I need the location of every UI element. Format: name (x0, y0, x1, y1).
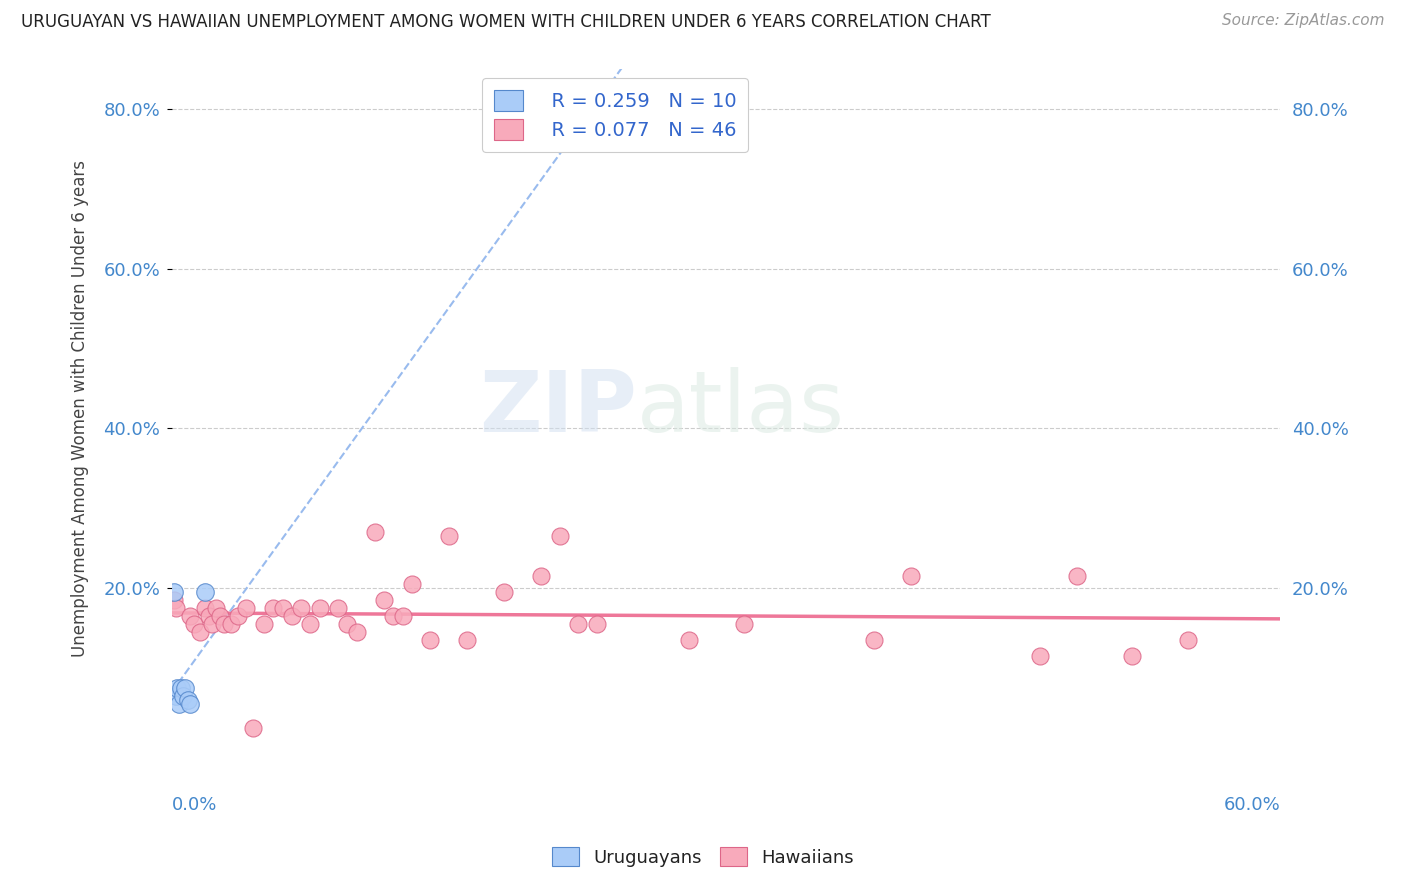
Point (166, 681, 188, 696)
Point (219, 617, 242, 632)
Point (419, 633, 441, 648)
Point (201, 617, 224, 632)
Point (391, 609, 413, 624)
Point (163, 593, 186, 607)
Point (188, 625, 211, 640)
Point (205, 601, 228, 615)
Text: 60.0%: 60.0% (1223, 796, 1279, 814)
Point (281, 609, 304, 624)
Point (271, 601, 294, 615)
Point (208, 609, 231, 624)
Legend:   R = 0.259   N = 10,   R = 0.077   N = 46: R = 0.259 N = 10, R = 0.077 N = 46 (482, 78, 748, 152)
Point (165, 690, 187, 704)
Point (494, 585, 516, 599)
Point (1066, 569, 1088, 583)
Point (183, 617, 205, 632)
Point (336, 617, 359, 632)
Point (226, 609, 249, 624)
Point (172, 690, 194, 704)
Point (1121, 649, 1143, 664)
Point (346, 625, 368, 640)
Point (212, 617, 235, 632)
Point (165, 601, 187, 615)
Point (900, 569, 922, 583)
Point (262, 601, 284, 615)
Point (1177, 633, 1199, 648)
Text: Source: ZipAtlas.com: Source: ZipAtlas.com (1222, 13, 1385, 29)
Point (290, 601, 312, 615)
Point (197, 609, 219, 624)
Point (179, 698, 201, 712)
Point (179, 609, 201, 624)
Point (253, 617, 276, 632)
Point (733, 617, 755, 632)
Point (235, 601, 257, 615)
Point (1029, 649, 1052, 664)
Point (382, 609, 405, 624)
Point (177, 693, 200, 707)
Point (862, 633, 884, 648)
Point (173, 681, 195, 696)
Point (456, 633, 478, 648)
Point (364, 525, 387, 540)
Text: 0.0%: 0.0% (172, 796, 217, 814)
Point (194, 601, 217, 615)
Legend: Uruguayans, Hawaiians: Uruguayans, Hawaiians (544, 840, 862, 874)
Text: atlas: atlas (637, 367, 845, 450)
Point (548, 529, 571, 543)
Y-axis label: Unemployment Among Women with Children Under 6 years: Unemployment Among Women with Children U… (72, 160, 89, 657)
Point (167, 698, 190, 712)
Point (401, 577, 423, 591)
Point (326, 601, 349, 615)
Point (437, 529, 460, 543)
Point (194, 585, 217, 599)
Point (530, 569, 553, 583)
Text: URUGUAYAN VS HAWAIIAN UNEMPLOYMENT AMONG WOMEN WITH CHILDREN UNDER 6 YEARS CORRE: URUGUAYAN VS HAWAIIAN UNEMPLOYMENT AMONG… (21, 13, 991, 31)
Point (567, 617, 589, 632)
Text: ZIP: ZIP (479, 367, 637, 450)
Point (308, 601, 330, 615)
Point (585, 617, 607, 632)
Point (170, 681, 193, 696)
Point (242, 722, 264, 736)
Point (678, 633, 700, 648)
Point (373, 593, 395, 607)
Point (299, 617, 322, 632)
Point (163, 585, 186, 599)
